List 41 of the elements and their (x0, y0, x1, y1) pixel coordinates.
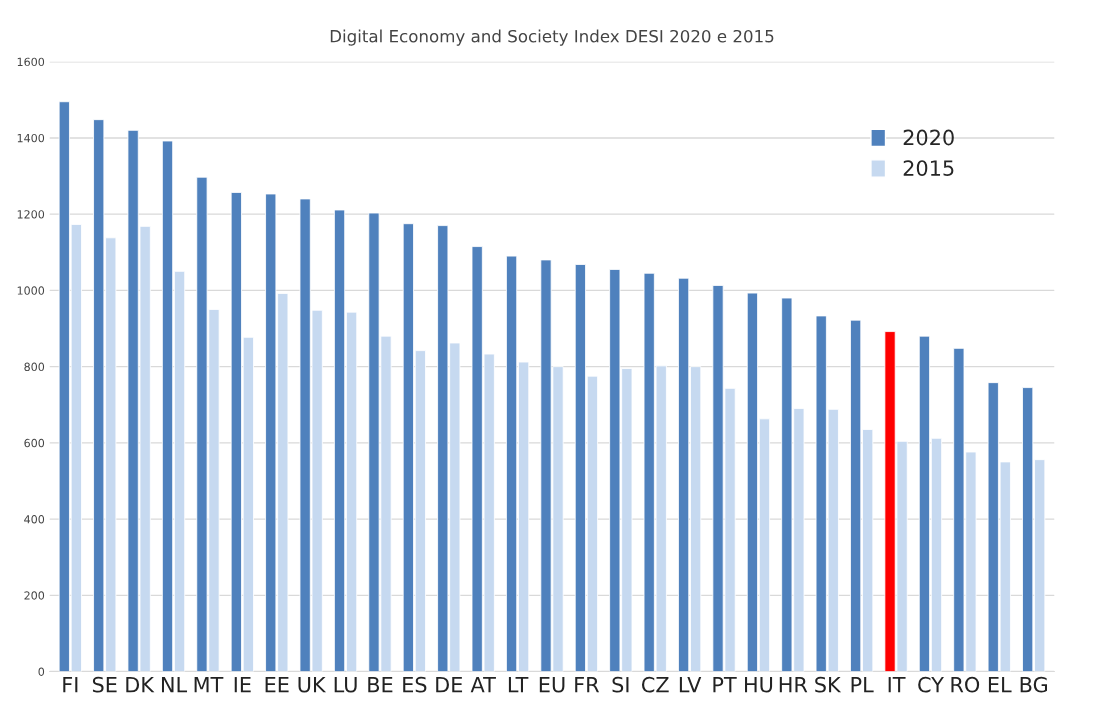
x-tick-label: LU (334, 677, 357, 693)
x-tick-label: IT (888, 677, 906, 693)
x-tick-label: IE (234, 677, 251, 693)
x-tick-label: DK (126, 677, 155, 693)
x-tick-label: BG (1020, 676, 1047, 693)
x-tick-label: AT (470, 677, 496, 693)
x-tick-label: CZ (641, 676, 669, 693)
y-tick-label: 0 (38, 667, 45, 676)
y-tick-label: 1600 (17, 57, 45, 67)
x-tick-label: RO (951, 676, 980, 693)
x-tick-label: BE (368, 677, 393, 693)
legend-label: 2015 (903, 160, 954, 176)
x-tick-label: PT (713, 677, 737, 693)
x-tick-label: HU (745, 677, 773, 693)
x-tick-label: LT (508, 677, 529, 693)
x-tick-label: DE (436, 677, 463, 693)
y-tick-label: 1200 (17, 210, 45, 219)
x-tick-label: EU (539, 677, 565, 693)
x-tick-label: NL (161, 677, 188, 693)
y-tick-label: 600 (24, 438, 45, 448)
x-tick-label: ES (403, 676, 427, 693)
x-tick-label: SE (92, 676, 117, 693)
y-tick-label: 1400 (17, 133, 45, 143)
x-tick-label: HR (779, 677, 808, 693)
x-tick-label: SI (612, 676, 629, 693)
x-tick-label: LV (679, 677, 702, 693)
x-tick-label: PL (851, 677, 874, 693)
y-tick-label: 1000 (17, 286, 45, 295)
x-tick-label: MT (194, 677, 224, 693)
y-tick-label: 200 (24, 591, 45, 600)
x-tick-label: SK (815, 676, 842, 693)
x-tick-label: FI (63, 677, 78, 693)
x-tick-label: EL (988, 677, 1012, 693)
y-tick-label: 800 (24, 362, 45, 372)
x-tick-label: UK (298, 677, 327, 693)
legend-label: 2020 (903, 129, 954, 146)
y-tick-label: 400 (24, 515, 45, 524)
x-tick-label: EE (265, 677, 289, 693)
x-tick-label: FR (575, 677, 600, 693)
x-tick-label: CY (918, 676, 944, 693)
chart-title: Digital Economy and Society Index DESI 2020 e 2015 (330, 29, 774, 46)
